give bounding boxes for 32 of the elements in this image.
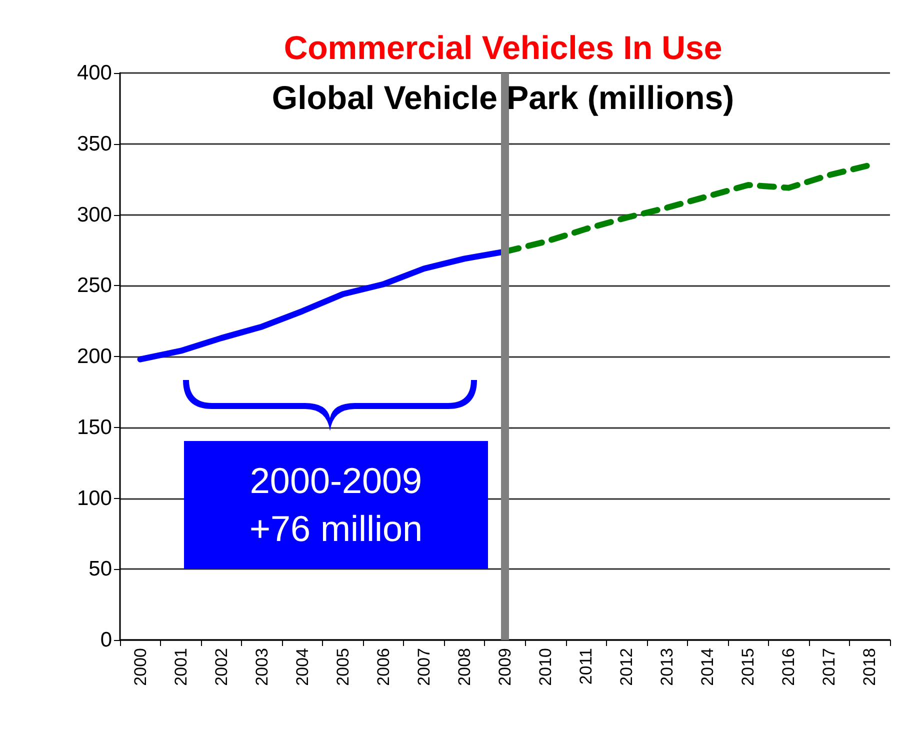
x-tick-label: 2007 bbox=[414, 648, 434, 686]
x-tick-label: 2010 bbox=[536, 648, 556, 686]
x-tick-label: 2017 bbox=[820, 648, 839, 686]
y-tick-label: 400 bbox=[76, 62, 112, 84]
annotation: 2000-2009 +76 million bbox=[249, 460, 423, 549]
x-tick-label: 2018 bbox=[860, 648, 880, 686]
x-tick-label: 2011 bbox=[576, 648, 596, 685]
x-tick-label: 2006 bbox=[374, 648, 393, 686]
y-tick-label: 50 bbox=[88, 558, 112, 581]
y-tick-label: 300 bbox=[76, 203, 112, 226]
x-tick-label: 2012 bbox=[617, 648, 636, 686]
x-tick-label: 2001 bbox=[171, 648, 190, 686]
x-tick-label: 2015 bbox=[738, 648, 758, 686]
x-tick-label: 2000 bbox=[130, 648, 150, 686]
x-tick-label: 2013 bbox=[658, 648, 677, 686]
y-tick-label: 150 bbox=[76, 416, 112, 439]
y-tick-label: 100 bbox=[76, 486, 112, 510]
chart-subtitle: Global Vehicle Park (millions) bbox=[272, 79, 734, 116]
y-tick-label: 0 bbox=[100, 628, 112, 652]
x-tick-label: 2008 bbox=[454, 648, 474, 686]
x-tick-label: 2002 bbox=[212, 648, 231, 686]
x-tick-label: 2003 bbox=[252, 648, 272, 686]
y-tick-label: 200 bbox=[76, 345, 112, 368]
x-tick-label: 2004 bbox=[292, 648, 312, 686]
chart-title: Commercial Vehicles In Use bbox=[284, 29, 722, 66]
x-tick-label: 2005 bbox=[333, 648, 352, 686]
y-tick-label: 250 bbox=[76, 274, 112, 298]
label-box: 2000-2009 +76 million bbox=[184, 441, 488, 569]
y-tick-label: 350 bbox=[76, 132, 112, 156]
x-tick-label: 2016 bbox=[779, 648, 798, 686]
x-tick-label: 2009 bbox=[496, 648, 514, 686]
x-tick-label: 2014 bbox=[698, 648, 718, 686]
